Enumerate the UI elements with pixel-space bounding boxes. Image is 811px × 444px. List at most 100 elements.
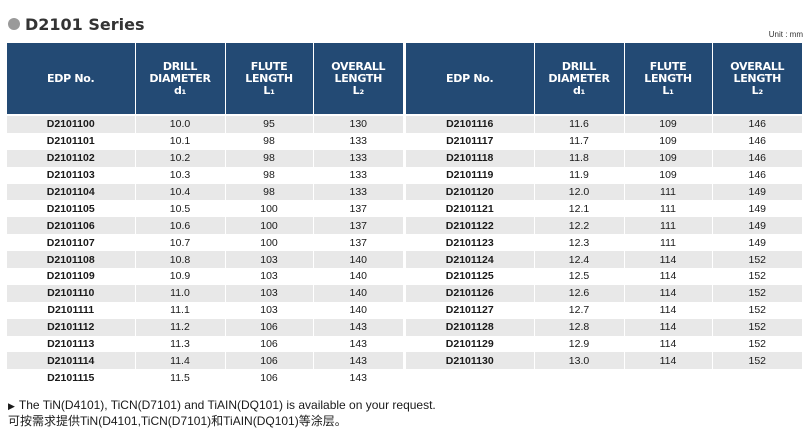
edp-cell: D2101126 [406,284,535,302]
overall-length-cell: 137 [313,234,403,252]
edp-cell: D2101124 [406,251,535,269]
overall-length-cell: 143 [313,352,403,370]
edp-cell: D2101127 [406,301,535,319]
overall-length-cell: 146 [712,149,802,167]
footer-chinese-text: 可按需求提供TiN(D4101,TiCN(D7101)和TiAIN(DQ101)… [8,414,347,428]
edp-cell: D2101129 [406,335,535,353]
flute-length-cell: 109 [624,132,713,150]
diameter-cell: 10.9 [135,268,226,285]
flute-length-cell: 114 [624,352,713,370]
diameter-cell: 11.7 [534,132,625,150]
flute-length-cell: 109 [624,166,713,184]
overall-length-cell: 137 [313,217,403,235]
diameter-cell: 12.5 [534,268,625,285]
flute-length-cell: 114 [624,301,713,319]
edp-cell: D2101112 [7,318,136,336]
overall-length-cell: 133 [313,149,403,167]
table-row: D2101106 10.6 100 137 [7,217,403,235]
diameter-cell: 12.4 [534,251,625,269]
table-row: D2101130 13.0 114 152 [406,352,802,370]
edp-cell: D2101118 [406,149,535,167]
flute-length-cell: 109 [624,149,713,167]
table-row: D2101121 12.1 111 149 [406,200,802,218]
diameter-cell: 11.4 [135,352,226,370]
edp-cell: D2101121 [406,200,535,218]
table-row: D2101109 10.9 103 140 [7,268,403,285]
flute-length-cell: 111 [624,200,713,218]
header-spacer [406,114,802,116]
header-overall-length: OVERALL LENGTH L₂ [313,43,403,114]
table-row: D2101102 10.2 98 133 [7,149,403,167]
overall-length-cell: 149 [712,217,802,235]
flute-length-cell: 106 [225,335,314,353]
table-row: D2101115 11.5 106 143 [7,369,403,387]
overall-length-cell: 146 [712,132,802,150]
table-row: D2101125 12.5 114 152 [406,268,802,285]
overall-length-cell: 152 [712,352,802,370]
table-row: D2101124 12.4 114 152 [406,251,802,269]
overall-length-cell: 146 [712,116,802,133]
diameter-cell: 11.3 [135,335,226,353]
header-spacer [7,114,403,116]
edp-cell: D2101123 [406,234,535,252]
header-drill-diameter: DRILL DIAMETER d₁ [534,43,625,114]
overall-length-cell: 137 [313,200,403,218]
triangle-right-icon: ▶ [8,401,15,411]
edp-cell: D2101107 [7,234,136,252]
table-row: D2101100 10.0 95 130 [7,116,403,133]
diameter-cell: 10.8 [135,251,226,269]
table-header-row: EDP No. DRILL DIAMETER d₁ FLUTE LENGTH L₁ OV… [406,43,802,114]
diameter-cell: 12.2 [534,217,625,235]
edp-cell: D2101122 [406,217,535,235]
flute-length-cell: 106 [225,369,314,387]
bullet-dot-icon [8,18,20,30]
flute-length-cell: 109 [624,116,713,133]
spec-table-right: EDP No. DRILL DIAMETER d₁ FLUTE LENGTH L₁ OV… [406,43,802,370]
edp-cell: D2101114 [7,352,136,370]
flute-length-cell: 114 [624,251,713,269]
flute-length-cell: 103 [225,284,314,302]
table-row: D2101110 11.0 103 140 [7,284,403,302]
flute-length-cell: 98 [225,132,314,150]
edp-cell: D2101103 [7,166,136,184]
footer-note: ▶ The TiN(D4101), TiCN(D7101) and TiAIN(D… [8,398,436,429]
edp-cell: D2101119 [406,166,535,184]
flute-length-cell: 98 [225,149,314,167]
flute-length-cell: 114 [624,284,713,302]
flute-length-cell: 106 [225,352,314,370]
diameter-cell: 12.0 [534,183,625,201]
edp-cell: D2101102 [7,149,136,167]
flute-length-cell: 111 [624,183,713,201]
diameter-cell: 12.3 [534,234,625,252]
overall-length-cell: 130 [313,116,403,133]
flute-length-cell: 103 [225,251,314,269]
edp-cell: D2101111 [7,301,136,319]
overall-length-cell: 146 [712,166,802,184]
series-title-text: D2101 Series [25,14,145,34]
diameter-cell: 12.6 [534,284,625,302]
overall-length-cell: 143 [313,318,403,336]
overall-length-cell: 152 [712,284,802,302]
flute-length-cell: 111 [624,234,713,252]
table-row: D2101108 10.8 103 140 [7,251,403,269]
diameter-cell: 11.2 [135,318,226,336]
edp-cell: D2101106 [7,217,136,235]
flute-length-cell: 114 [624,318,713,336]
diameter-cell: 12.8 [534,318,625,336]
table-row: D2101101 10.1 98 133 [7,132,403,150]
table-row: D2101122 12.2 111 149 [406,217,802,235]
edp-cell: D2101100 [7,116,136,133]
edp-cell: D2101130 [406,352,535,370]
overall-length-cell: 149 [712,234,802,252]
table-row: D2101129 12.9 114 152 [406,335,802,353]
table-row: D2101117 11.7 109 146 [406,132,802,150]
edp-cell: D2101120 [406,183,535,201]
table-row: D2101104 10.4 98 133 [7,183,403,201]
diameter-cell: 10.7 [135,234,226,252]
flute-length-cell: 106 [225,318,314,336]
diameter-cell: 10.3 [135,166,226,184]
flute-length-cell: 111 [624,217,713,235]
diameter-cell: 13.0 [534,352,625,370]
table-row: D2101126 12.6 114 152 [406,284,802,302]
edp-cell: D2101128 [406,318,535,336]
